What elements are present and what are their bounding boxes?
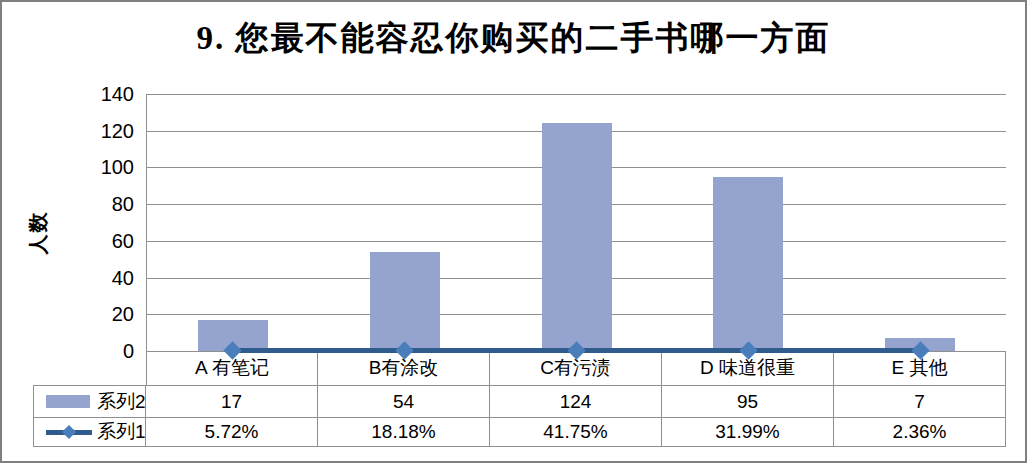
chart-title: 9. 您最不能容忍你购买的二手书哪一方面 — [2, 16, 1025, 61]
y-tick-label: 40 — [54, 267, 134, 289]
bar-B有涂改 — [370, 252, 440, 351]
y-tick-label: 140 — [54, 83, 134, 105]
y-tick-label: 60 — [54, 230, 134, 252]
y-axis-title: 人数 — [25, 211, 52, 255]
table-value-cell: 54 — [318, 385, 490, 417]
series-legend-cell: 系列2 — [33, 385, 146, 417]
table-value-cell: 95 — [662, 385, 834, 417]
bar-legend-swatch-icon — [46, 395, 90, 408]
table-value-cell: 17 — [146, 385, 318, 417]
y-tick-label: 120 — [54, 120, 134, 142]
line-legend-icon — [46, 430, 92, 435]
bar-C有污渍 — [542, 123, 612, 351]
table-value-cell: 2.36% — [834, 417, 1006, 447]
series-legend-cell: 系列1 — [33, 417, 146, 447]
table-corner-blank — [33, 351, 146, 385]
table-value-cell: 7 — [834, 385, 1006, 417]
series-name-label: 系列1 — [97, 419, 146, 445]
plot-area — [146, 94, 1006, 352]
table-value-cell: 124 — [490, 385, 662, 417]
table-value-cell: 31.99% — [662, 417, 834, 447]
table-value-cell: 18.18% — [318, 417, 490, 447]
chart-frame: 9. 您最不能容忍你购买的二手书哪一方面 人数 0204060801001201… — [0, 0, 1027, 463]
y-tick-label: 20 — [54, 303, 134, 325]
series-name-label: 系列2 — [97, 389, 146, 415]
table-value-cell: 41.75% — [490, 417, 662, 447]
diamond-marker-icon — [62, 424, 76, 438]
table-value-cell: 5.72% — [146, 417, 318, 447]
data-table: A 有笔记B有涂改C有污渍D 味道很重E 其他系列21754124957系列15… — [33, 351, 1006, 447]
bar-D 味道很重 — [713, 177, 783, 351]
y-tick-label: 80 — [54, 193, 134, 215]
gridline-y-140 — [147, 94, 1006, 95]
y-tick-label: 100 — [54, 156, 134, 178]
